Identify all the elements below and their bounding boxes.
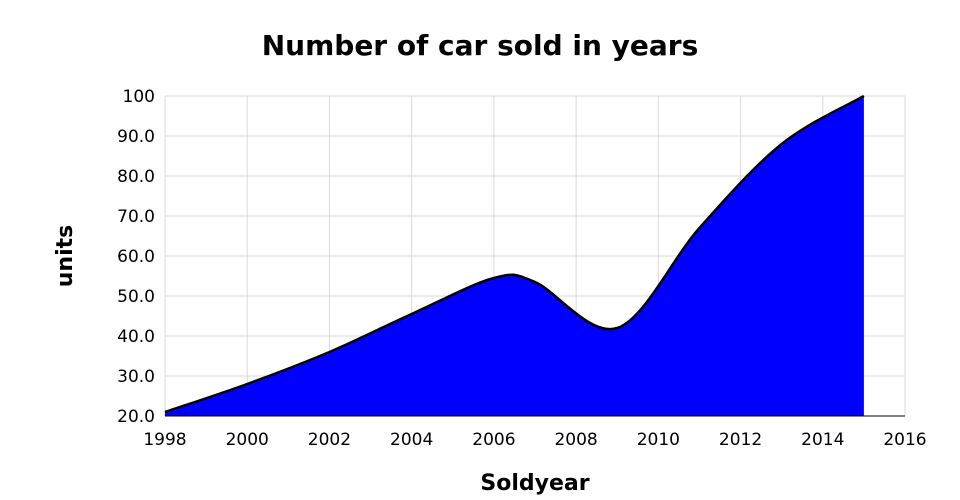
y-tick-label: 20.0: [117, 407, 155, 427]
y-axis-ticks: 20.0 30.0 40.0 50.0 60.0 70.0 80.0 90.0 100: [117, 87, 155, 427]
x-tick-label: 2006: [472, 430, 515, 450]
x-tick-label: 2002: [308, 430, 351, 450]
x-tick-label: 2016: [883, 430, 926, 450]
x-tick-label: 2014: [801, 430, 844, 450]
x-tick-label: 2004: [390, 430, 433, 450]
x-tick-label: 2000: [226, 430, 269, 450]
y-tick-label: 100: [123, 87, 155, 107]
y-tick-label: 70.0: [117, 207, 155, 227]
x-axis-title: Soldyear: [480, 471, 589, 496]
x-tick-label: 2012: [719, 430, 762, 450]
plot-area: [164, 94, 865, 416]
y-tick-label: 90.0: [117, 127, 155, 147]
y-tick-label: 60.0: [117, 247, 155, 267]
y-tick-label: 40.0: [117, 327, 155, 347]
x-axis-ticks: 1998 2000 2002 2004 2006 2008 2010 2012 2014 2016: [143, 430, 926, 450]
x-tick-label: 1998: [143, 430, 186, 450]
area-line: [164, 94, 865, 414]
y-axis-title: units: [53, 225, 78, 287]
x-tick-label: 2010: [637, 430, 680, 450]
chart-title: Number of car sold in years: [262, 29, 699, 62]
y-tick-label: 80.0: [117, 167, 155, 187]
y-tick-label: 30.0: [117, 367, 155, 387]
y-tick-label: 50.0: [117, 287, 155, 307]
area-fill: [165, 96, 864, 416]
x-tick-label: 2008: [554, 430, 597, 450]
